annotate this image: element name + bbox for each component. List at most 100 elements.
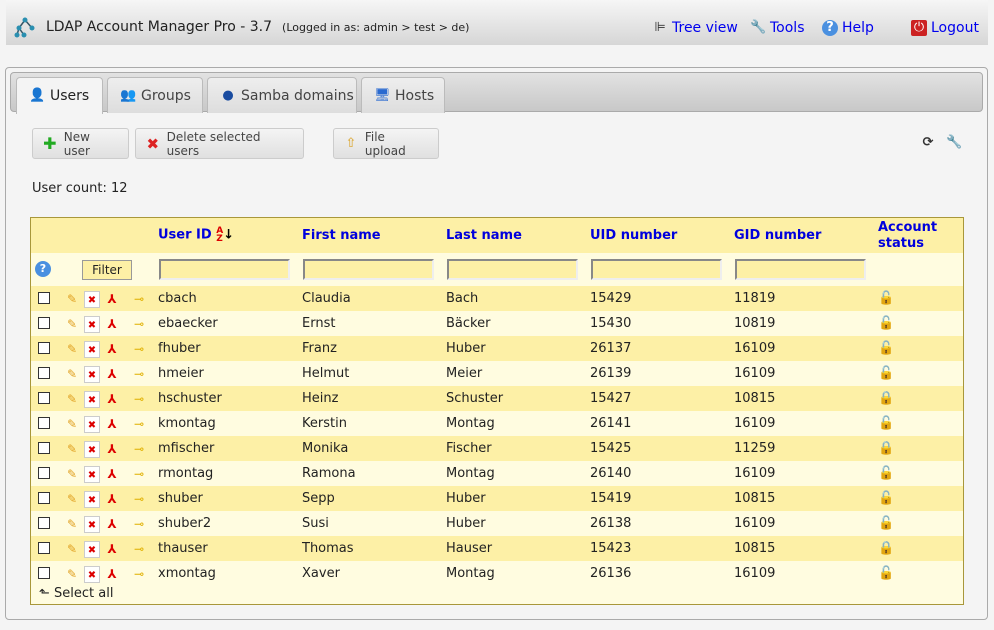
key-icon[interactable]: ⊸ — [133, 342, 145, 356]
row-checkbox[interactable] — [38, 292, 50, 304]
column-user-id[interactable]: User ID A Z↓ — [158, 226, 235, 244]
pdf-icon[interactable]: ⅄ — [107, 542, 117, 556]
tree-view-link[interactable]: ⊫ Tree view — [652, 20, 738, 36]
edit-icon[interactable]: ✎ — [66, 467, 78, 481]
edit-icon[interactable]: ✎ — [66, 542, 78, 556]
row-checkbox[interactable] — [38, 367, 50, 379]
pdf-icon[interactable]: ⅄ — [107, 492, 117, 506]
edit-icon[interactable]: ✎ — [66, 367, 78, 381]
delete-icon[interactable]: ✖ — [84, 316, 100, 333]
logout-link[interactable]: ⏻ Logout — [911, 20, 979, 36]
column-last-name[interactable]: Last name — [446, 228, 522, 243]
row-checkbox[interactable] — [38, 317, 50, 329]
key-icon[interactable]: ⊸ — [133, 567, 145, 581]
delete-icon[interactable]: ✖ — [84, 441, 100, 458]
edit-icon[interactable]: ✎ — [66, 292, 78, 306]
edit-icon[interactable]: ✎ — [66, 567, 78, 581]
row-checkbox[interactable] — [38, 417, 50, 429]
delete-icon[interactable]: ✖ — [84, 566, 100, 583]
row-checkbox[interactable] — [38, 342, 50, 354]
delete-icon[interactable]: ✖ — [84, 391, 100, 408]
key-icon[interactable]: ⊸ — [133, 392, 145, 406]
edit-icon[interactable]: ✎ — [66, 392, 78, 406]
edit-icon[interactable]: ✎ — [66, 492, 78, 506]
pdf-icon[interactable]: ⅄ — [107, 467, 117, 481]
filter-button[interactable]: Filter — [82, 260, 132, 280]
cell-user-id[interactable]: kmontag — [158, 416, 216, 431]
cell-user-id[interactable]: cbach — [158, 291, 197, 306]
column-account-status[interactable]: Account status — [878, 220, 938, 251]
delete-icon[interactable]: ✖ — [84, 466, 100, 483]
tab-groups[interactable]: 👥 Groups — [107, 77, 203, 113]
delete-icon[interactable]: ✖ — [84, 491, 100, 508]
filter-uid-number-input[interactable] — [591, 259, 722, 280]
file-upload-button[interactable]: ⇧ File upload — [333, 128, 439, 159]
refresh-icon[interactable]: ⟳ — [922, 135, 934, 150]
pdf-icon[interactable]: ⅄ — [107, 367, 117, 381]
row-checkbox[interactable] — [38, 542, 50, 554]
cell-user-id[interactable]: hmeier — [158, 366, 204, 381]
column-uid-number[interactable]: UID number — [590, 228, 678, 243]
settings-wrench-icon[interactable]: 🔧 — [946, 135, 963, 150]
filter-user-id-input[interactable] — [159, 259, 290, 280]
filter-last-name-input[interactable] — [447, 259, 578, 280]
cell-user-id[interactable]: shuber2 — [158, 516, 212, 531]
delete-icon[interactable]: ✖ — [84, 341, 100, 358]
edit-icon[interactable]: ✎ — [66, 517, 78, 531]
cell-user-id[interactable]: fhuber — [158, 341, 201, 356]
cell-user-id[interactable]: thauser — [158, 541, 208, 556]
pdf-icon[interactable]: ⅄ — [107, 442, 117, 456]
row-checkbox[interactable] — [38, 392, 50, 404]
cell-user-id[interactable]: rmontag — [158, 466, 214, 481]
delete-selected-button[interactable]: ✖ Delete selected users — [135, 128, 304, 159]
cell-user-id[interactable]: hschuster — [158, 391, 222, 406]
delete-icon[interactable]: ✖ — [84, 416, 100, 433]
row-checkbox[interactable] — [38, 442, 50, 454]
pdf-icon[interactable]: ⅄ — [107, 517, 117, 531]
key-icon[interactable]: ⊸ — [133, 517, 145, 531]
edit-icon[interactable]: ✎ — [66, 442, 78, 456]
key-icon[interactable]: ⊸ — [133, 467, 145, 481]
key-icon[interactable]: ⊸ — [133, 492, 145, 506]
pdf-icon[interactable]: ⅄ — [107, 292, 117, 306]
cell-user-id[interactable]: xmontag — [158, 566, 216, 581]
pdf-icon[interactable]: ⅄ — [107, 317, 117, 331]
key-icon[interactable]: ⊸ — [133, 292, 145, 306]
tab-samba-domains[interactable]: ● Samba domains — [207, 77, 357, 113]
tab-hosts[interactable]: 🖥 Hosts — [361, 77, 445, 113]
locked-icon: 🔒 — [878, 441, 895, 456]
key-icon[interactable]: ⊸ — [133, 417, 145, 431]
row-checkbox[interactable] — [38, 517, 50, 529]
pdf-icon[interactable]: ⅄ — [107, 567, 117, 581]
delete-icon[interactable]: ✖ — [84, 291, 100, 308]
filter-gid-number-input[interactable] — [735, 259, 866, 280]
pdf-icon[interactable]: ⅄ — [107, 417, 117, 431]
key-icon[interactable]: ⊸ — [133, 442, 145, 456]
filter-first-name-input[interactable] — [303, 259, 434, 280]
column-gid-number[interactable]: GID number — [734, 228, 822, 243]
edit-icon[interactable]: ✎ — [66, 342, 78, 356]
edit-icon[interactable]: ✎ — [66, 317, 78, 331]
delete-icon[interactable]: ✖ — [84, 516, 100, 533]
pdf-icon[interactable]: ⅄ — [107, 342, 117, 356]
help-link[interactable]: ? Help — [822, 20, 874, 36]
tab-users[interactable]: 👤 Users — [16, 77, 103, 114]
cell-user-id[interactable]: shuber — [158, 491, 203, 506]
row-checkbox[interactable] — [38, 467, 50, 479]
new-user-button[interactable]: ✚ New user — [32, 128, 129, 159]
delete-icon[interactable]: ✖ — [84, 366, 100, 383]
column-first-name[interactable]: First name — [302, 228, 381, 243]
edit-icon[interactable]: ✎ — [66, 417, 78, 431]
pdf-icon[interactable]: ⅄ — [107, 392, 117, 406]
row-checkbox[interactable] — [38, 567, 50, 579]
row-checkbox[interactable] — [38, 492, 50, 504]
tools-link[interactable]: 🔧 Tools — [750, 20, 805, 36]
select-all[interactable]: ⬑ Select all — [39, 586, 113, 601]
key-icon[interactable]: ⊸ — [133, 317, 145, 331]
cell-user-id[interactable]: ebaecker — [158, 316, 218, 331]
help-icon[interactable]: ? — [35, 261, 51, 277]
cell-user-id[interactable]: mfischer — [158, 441, 215, 456]
delete-icon[interactable]: ✖ — [84, 541, 100, 558]
key-icon[interactable]: ⊸ — [133, 367, 145, 381]
key-icon[interactable]: ⊸ — [133, 542, 145, 556]
